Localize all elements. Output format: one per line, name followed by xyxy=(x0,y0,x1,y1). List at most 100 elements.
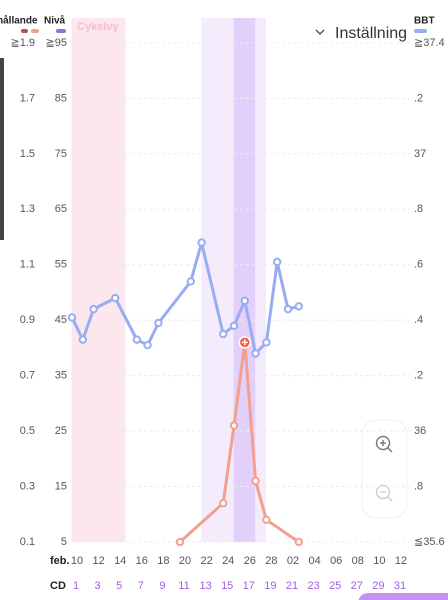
point xyxy=(143,340,152,350)
tick-label: 15 xyxy=(55,480,67,492)
tick-label: 37 xyxy=(414,148,426,160)
zoom-in[interactable] xyxy=(375,435,393,453)
tick-label: 65 xyxy=(55,203,67,215)
point xyxy=(186,277,196,286)
point xyxy=(154,318,163,328)
x-tick-label: 04 xyxy=(308,555,320,567)
point xyxy=(294,537,303,547)
x-tick-label: 08 xyxy=(352,555,364,567)
cd-label: 11 xyxy=(178,580,189,592)
tick-label: .8 xyxy=(414,203,423,215)
x-tick-label: 12 xyxy=(92,555,104,567)
point xyxy=(78,335,88,344)
tick-label: 75 xyxy=(55,148,67,160)
tick-label: ≧37.4 xyxy=(414,37,445,49)
tick-label: 0.9 xyxy=(20,314,35,326)
cd-label: 25 xyxy=(329,580,341,592)
x-tick-label: 10 xyxy=(71,555,83,567)
point xyxy=(111,293,120,303)
x-tick-label: 28 xyxy=(265,555,277,567)
tick-label: ≧95 xyxy=(46,37,67,49)
legend-swatch xyxy=(31,29,39,33)
tick-label: 0.3 xyxy=(20,480,35,492)
x-tick-label: 20 xyxy=(179,555,191,567)
settings-button[interactable] xyxy=(305,14,407,54)
tick-label: 55 xyxy=(55,259,67,271)
point xyxy=(262,338,271,347)
x-tick-label: 02 xyxy=(287,555,299,567)
x-tick-label: 06 xyxy=(330,555,342,567)
cd-label: 1 xyxy=(73,580,79,592)
cd-label: 27 xyxy=(351,580,363,592)
cd-label: 31 xyxy=(394,580,406,592)
x-tick-label: 26 xyxy=(244,555,256,567)
zoom-out[interactable] xyxy=(375,484,393,502)
x-tick-label: 14 xyxy=(114,555,126,567)
tick-label: .6 xyxy=(414,259,423,271)
x-tick-label: 12 xyxy=(395,555,407,567)
tick-label: 25 xyxy=(55,425,67,437)
zoom-panel xyxy=(361,419,408,519)
point xyxy=(132,335,142,344)
cd-label: 13 xyxy=(199,580,211,592)
tick-label: .2 xyxy=(414,92,423,104)
view-label[interactable]: Cykelvy xyxy=(77,21,119,33)
point xyxy=(262,515,271,525)
tick-label: 35 xyxy=(55,370,67,382)
point xyxy=(229,321,239,330)
x-tick-label: 10 xyxy=(373,555,385,567)
point xyxy=(229,421,239,430)
cd-label: 3 xyxy=(95,580,101,592)
tick-label: .4 xyxy=(414,314,423,326)
legend-swatch xyxy=(414,29,427,33)
legend-label: Nivå xyxy=(44,15,66,27)
cd-label: 5 xyxy=(116,580,122,592)
tick-label: ≧1.9 xyxy=(10,37,35,49)
x-tick-label: 24 xyxy=(222,555,234,567)
cd-label: 7 xyxy=(138,580,144,592)
cd-label: 21 xyxy=(286,580,298,592)
point xyxy=(240,296,250,306)
scroll-indicator xyxy=(0,58,4,240)
tick-label: ≦35.6 xyxy=(414,536,445,548)
tick-label: 45 xyxy=(55,314,67,326)
tick-label: 36 xyxy=(414,425,426,437)
tick-label: 5 xyxy=(61,536,67,548)
legend-swatch xyxy=(56,29,66,33)
cd-label: 15 xyxy=(221,580,233,592)
cd-label: 19 xyxy=(264,580,276,592)
cd-label: 29 xyxy=(372,580,384,592)
chevron xyxy=(315,29,325,36)
legend-label: hållande xyxy=(0,15,38,27)
tick-label: 1.1 xyxy=(20,259,35,271)
action-pill[interactable] xyxy=(358,593,448,600)
settings-label[interactable]: Inställning xyxy=(335,25,407,42)
tick-label: 1.7 xyxy=(20,92,35,104)
legend-swatch xyxy=(21,29,28,33)
tick-label: .2 xyxy=(414,370,423,382)
point xyxy=(283,304,293,314)
tick-label: 1.3 xyxy=(20,203,35,215)
month-label: feb. xyxy=(50,555,70,567)
highlight-band xyxy=(233,18,256,542)
x-tick-label: 22 xyxy=(200,555,212,567)
point xyxy=(251,476,260,486)
point xyxy=(219,498,228,508)
point xyxy=(219,329,228,339)
x-tick-label: 18 xyxy=(157,555,169,567)
bbt-label: BBT xyxy=(414,16,435,27)
x-tick-label: 16 xyxy=(136,555,148,567)
point xyxy=(197,238,206,247)
cd-label: 23 xyxy=(307,580,319,592)
point xyxy=(251,349,260,358)
point xyxy=(273,257,282,267)
tick-label: 0.1 xyxy=(20,536,35,548)
tick-label: 1.5 xyxy=(20,148,35,160)
cd-label: 17 xyxy=(243,580,255,592)
tick-label: 0.5 xyxy=(20,425,35,437)
tick-label: 0.7 xyxy=(20,370,35,382)
cd-label: 9 xyxy=(159,580,165,592)
tick-label: .8 xyxy=(414,480,423,492)
tick-label: 85 xyxy=(55,92,67,104)
